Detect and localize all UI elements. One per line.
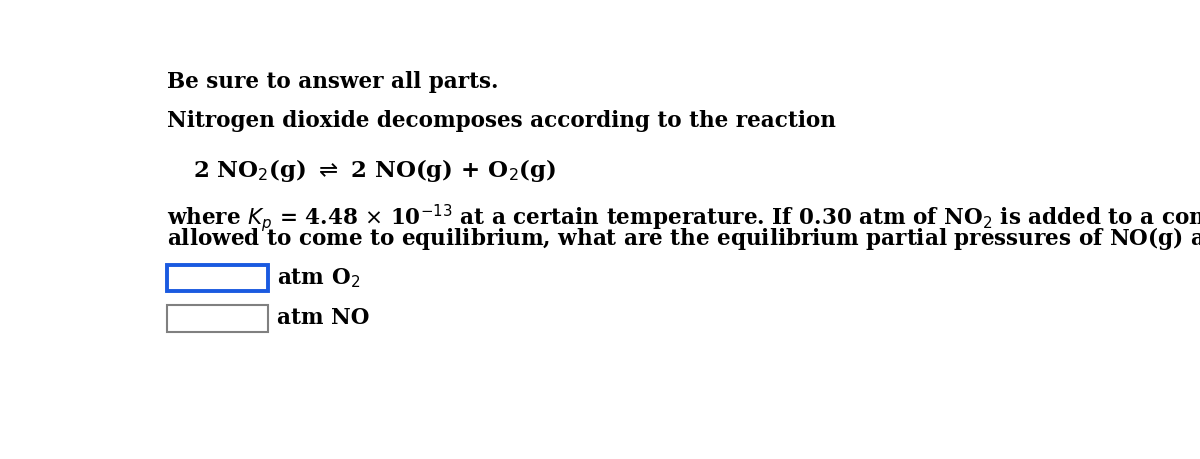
Text: allowed to come to equilibrium, what are the equilibrium partial pressures of NO: allowed to come to equilibrium, what are… xyxy=(167,225,1200,252)
Text: Be sure to answer all parts.: Be sure to answer all parts. xyxy=(167,71,498,93)
Text: 2 NO$_2$(g) $\rightleftharpoons$ 2 NO(g) + O$_2$(g): 2 NO$_2$(g) $\rightleftharpoons$ 2 NO(g)… xyxy=(193,157,556,185)
Text: atm O$_2$: atm O$_2$ xyxy=(277,267,360,290)
Bar xyxy=(167,305,268,331)
Text: Nitrogen dioxide decomposes according to the reaction: Nitrogen dioxide decomposes according to… xyxy=(167,110,836,132)
Bar xyxy=(167,265,268,291)
Text: atm NO: atm NO xyxy=(277,308,370,330)
Text: where $\mathit{K}_\mathit{p}$ = 4.48 $\times$ 10$^{-13}$ at a certain temperatur: where $\mathit{K}_\mathit{p}$ = 4.48 $\t… xyxy=(167,202,1200,234)
